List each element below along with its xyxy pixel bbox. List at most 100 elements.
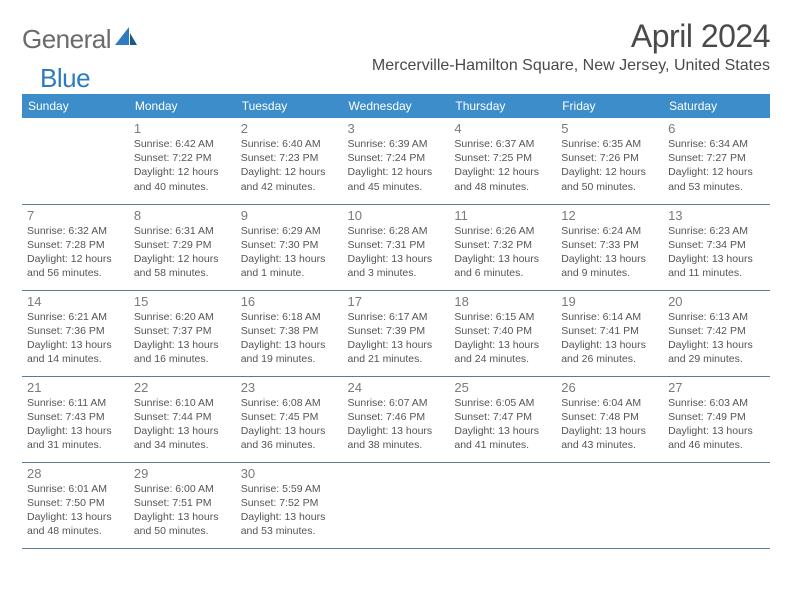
calendar-day-cell: 29Sunrise: 6:00 AMSunset: 7:51 PMDayligh… — [129, 462, 236, 548]
day-number: 27 — [668, 380, 765, 395]
day-number: 29 — [134, 466, 231, 481]
day-info: Sunrise: 6:14 AMSunset: 7:41 PMDaylight:… — [561, 310, 658, 367]
day-info: Sunrise: 5:59 AMSunset: 7:52 PMDaylight:… — [241, 482, 338, 539]
logo-text-blue: Blue — [40, 63, 90, 94]
day-info: Sunrise: 6:31 AMSunset: 7:29 PMDaylight:… — [134, 224, 231, 281]
calendar-empty-cell — [556, 462, 663, 548]
day-info: Sunrise: 6:40 AMSunset: 7:23 PMDaylight:… — [241, 137, 338, 194]
calendar-day-cell: 18Sunrise: 6:15 AMSunset: 7:40 PMDayligh… — [449, 290, 556, 376]
calendar-day-cell: 6Sunrise: 6:34 AMSunset: 7:27 PMDaylight… — [663, 118, 770, 204]
day-number: 10 — [348, 208, 445, 223]
day-number: 24 — [348, 380, 445, 395]
logo: General — [22, 24, 139, 55]
day-info: Sunrise: 6:28 AMSunset: 7:31 PMDaylight:… — [348, 224, 445, 281]
weekday-header: Sunday — [22, 94, 129, 118]
day-number: 21 — [27, 380, 124, 395]
calendar-day-cell: 13Sunrise: 6:23 AMSunset: 7:34 PMDayligh… — [663, 204, 770, 290]
weekday-header: Wednesday — [343, 94, 450, 118]
calendar-day-cell: 21Sunrise: 6:11 AMSunset: 7:43 PMDayligh… — [22, 376, 129, 462]
day-number: 22 — [134, 380, 231, 395]
weekday-header: Saturday — [663, 94, 770, 118]
calendar-day-cell: 17Sunrise: 6:17 AMSunset: 7:39 PMDayligh… — [343, 290, 450, 376]
calendar-empty-cell — [663, 462, 770, 548]
day-info: Sunrise: 6:00 AMSunset: 7:51 PMDaylight:… — [134, 482, 231, 539]
weekday-header: Tuesday — [236, 94, 343, 118]
day-info: Sunrise: 6:35 AMSunset: 7:26 PMDaylight:… — [561, 137, 658, 194]
day-info: Sunrise: 6:37 AMSunset: 7:25 PMDaylight:… — [454, 137, 551, 194]
calendar-empty-cell — [343, 462, 450, 548]
day-number: 23 — [241, 380, 338, 395]
weekday-header: Thursday — [449, 94, 556, 118]
calendar-day-cell: 28Sunrise: 6:01 AMSunset: 7:50 PMDayligh… — [22, 462, 129, 548]
calendar-day-cell: 14Sunrise: 6:21 AMSunset: 7:36 PMDayligh… — [22, 290, 129, 376]
calendar-week-row: 14Sunrise: 6:21 AMSunset: 7:36 PMDayligh… — [22, 290, 770, 376]
calendar-day-cell: 26Sunrise: 6:04 AMSunset: 7:48 PMDayligh… — [556, 376, 663, 462]
calendar-day-cell: 24Sunrise: 6:07 AMSunset: 7:46 PMDayligh… — [343, 376, 450, 462]
day-number: 15 — [134, 294, 231, 309]
calendar-week-row: 21Sunrise: 6:11 AMSunset: 7:43 PMDayligh… — [22, 376, 770, 462]
day-info: Sunrise: 6:01 AMSunset: 7:50 PMDaylight:… — [27, 482, 124, 539]
day-info: Sunrise: 6:04 AMSunset: 7:48 PMDaylight:… — [561, 396, 658, 453]
day-info: Sunrise: 6:10 AMSunset: 7:44 PMDaylight:… — [134, 396, 231, 453]
day-info: Sunrise: 6:08 AMSunset: 7:45 PMDaylight:… — [241, 396, 338, 453]
calendar-table: SundayMondayTuesdayWednesdayThursdayFrid… — [22, 94, 770, 549]
day-number: 25 — [454, 380, 551, 395]
calendar-day-cell: 20Sunrise: 6:13 AMSunset: 7:42 PMDayligh… — [663, 290, 770, 376]
weekday-header: Friday — [556, 94, 663, 118]
day-info: Sunrise: 6:05 AMSunset: 7:47 PMDaylight:… — [454, 396, 551, 453]
day-number: 13 — [668, 208, 765, 223]
month-title: April 2024 — [372, 18, 770, 55]
day-number: 7 — [27, 208, 124, 223]
day-number: 4 — [454, 121, 551, 136]
day-info: Sunrise: 6:24 AMSunset: 7:33 PMDaylight:… — [561, 224, 658, 281]
day-info: Sunrise: 6:26 AMSunset: 7:32 PMDaylight:… — [454, 224, 551, 281]
day-number: 6 — [668, 121, 765, 136]
day-number: 3 — [348, 121, 445, 136]
day-number: 18 — [454, 294, 551, 309]
calendar-empty-cell — [449, 462, 556, 548]
day-number: 5 — [561, 121, 658, 136]
day-info: Sunrise: 6:13 AMSunset: 7:42 PMDaylight:… — [668, 310, 765, 367]
calendar-day-cell: 12Sunrise: 6:24 AMSunset: 7:33 PMDayligh… — [556, 204, 663, 290]
day-info: Sunrise: 6:21 AMSunset: 7:36 PMDaylight:… — [27, 310, 124, 367]
day-number: 9 — [241, 208, 338, 223]
day-number: 20 — [668, 294, 765, 309]
day-number: 8 — [134, 208, 231, 223]
calendar-day-cell: 8Sunrise: 6:31 AMSunset: 7:29 PMDaylight… — [129, 204, 236, 290]
calendar-day-cell: 19Sunrise: 6:14 AMSunset: 7:41 PMDayligh… — [556, 290, 663, 376]
day-number: 11 — [454, 208, 551, 223]
calendar-day-cell: 11Sunrise: 6:26 AMSunset: 7:32 PMDayligh… — [449, 204, 556, 290]
day-number: 19 — [561, 294, 658, 309]
calendar-day-cell: 3Sunrise: 6:39 AMSunset: 7:24 PMDaylight… — [343, 118, 450, 204]
day-info: Sunrise: 6:17 AMSunset: 7:39 PMDaylight:… — [348, 310, 445, 367]
day-number: 16 — [241, 294, 338, 309]
calendar-day-cell: 1Sunrise: 6:42 AMSunset: 7:22 PMDaylight… — [129, 118, 236, 204]
calendar-day-cell: 15Sunrise: 6:20 AMSunset: 7:37 PMDayligh… — [129, 290, 236, 376]
day-info: Sunrise: 6:23 AMSunset: 7:34 PMDaylight:… — [668, 224, 765, 281]
calendar-day-cell: 7Sunrise: 6:32 AMSunset: 7:28 PMDaylight… — [22, 204, 129, 290]
day-info: Sunrise: 6:03 AMSunset: 7:49 PMDaylight:… — [668, 396, 765, 453]
logo-sail-icon — [115, 27, 137, 52]
day-number: 2 — [241, 121, 338, 136]
calendar-day-cell: 9Sunrise: 6:29 AMSunset: 7:30 PMDaylight… — [236, 204, 343, 290]
logo-text-general: General — [22, 24, 111, 55]
day-info: Sunrise: 6:07 AMSunset: 7:46 PMDaylight:… — [348, 396, 445, 453]
day-number: 12 — [561, 208, 658, 223]
day-info: Sunrise: 6:11 AMSunset: 7:43 PMDaylight:… — [27, 396, 124, 453]
day-info: Sunrise: 6:32 AMSunset: 7:28 PMDaylight:… — [27, 224, 124, 281]
day-number: 17 — [348, 294, 445, 309]
calendar-day-cell: 2Sunrise: 6:40 AMSunset: 7:23 PMDaylight… — [236, 118, 343, 204]
calendar-week-row: 28Sunrise: 6:01 AMSunset: 7:50 PMDayligh… — [22, 462, 770, 548]
calendar-week-row: 1Sunrise: 6:42 AMSunset: 7:22 PMDaylight… — [22, 118, 770, 204]
calendar-week-row: 7Sunrise: 6:32 AMSunset: 7:28 PMDaylight… — [22, 204, 770, 290]
calendar-day-cell: 27Sunrise: 6:03 AMSunset: 7:49 PMDayligh… — [663, 376, 770, 462]
day-info: Sunrise: 6:34 AMSunset: 7:27 PMDaylight:… — [668, 137, 765, 194]
weekday-header: Monday — [129, 94, 236, 118]
day-number: 28 — [27, 466, 124, 481]
calendar-day-cell: 30Sunrise: 5:59 AMSunset: 7:52 PMDayligh… — [236, 462, 343, 548]
calendar-day-cell: 16Sunrise: 6:18 AMSunset: 7:38 PMDayligh… — [236, 290, 343, 376]
day-number: 30 — [241, 466, 338, 481]
day-number: 14 — [27, 294, 124, 309]
day-info: Sunrise: 6:20 AMSunset: 7:37 PMDaylight:… — [134, 310, 231, 367]
calendar-body: 1Sunrise: 6:42 AMSunset: 7:22 PMDaylight… — [22, 118, 770, 548]
